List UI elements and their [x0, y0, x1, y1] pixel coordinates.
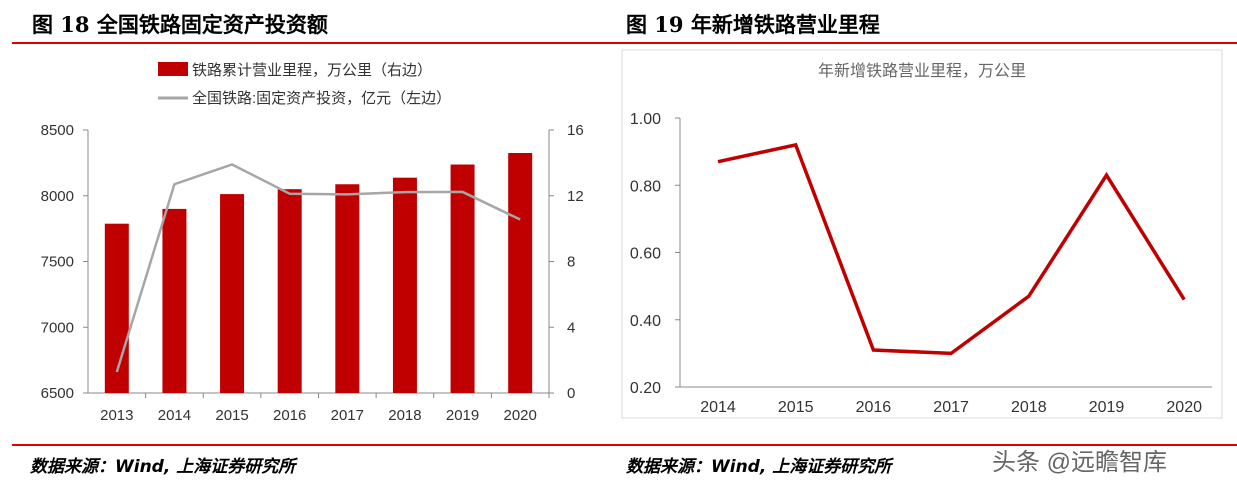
left-figure-title: 图 18 全国铁路固定资产投资额 [32, 12, 328, 37]
x-tick-label: 2013 [100, 407, 133, 424]
chart-new-mileage: 年新增铁路营业里程，万公里 0.20 0.40 0.60 0.80 1.00 2014 20… [621, 49, 1223, 419]
y-tick-label: 0.60 [630, 246, 661, 263]
x-tick-label: 2018 [1011, 399, 1047, 416]
right-figure-title: 图 19 年新增铁路营业里程 [626, 12, 880, 37]
y-tick-label: 0.40 [630, 313, 661, 330]
y-tick-label: 1.00 [630, 111, 661, 128]
right-tick-label: 12 [567, 188, 584, 205]
watermark: 头条 @远瞻智库 [992, 449, 1167, 476]
left-tick-label: 7000 [41, 319, 74, 336]
legend-bar-label: 铁路累计营业里程，万公里（右边） [192, 62, 432, 79]
right-tick-label: 4 [567, 319, 575, 336]
new-mileage-line [717, 142, 1186, 356]
x-tick-label: 2016 [273, 407, 306, 424]
x-tick-label: 2019 [1089, 399, 1125, 416]
x-tick-label: 2020 [504, 407, 537, 424]
bar-2015 [220, 194, 245, 393]
bar-2018 [392, 177, 417, 393]
x-tick-label: 2014 [158, 407, 191, 424]
right-tick-label: 0 [567, 385, 575, 402]
legend-line-label: 全国铁路:固定资产投资，亿元（左边） [192, 89, 451, 107]
x-tick-label: 2020 [1166, 399, 1202, 416]
left-source: 数据来源：Wind, 上海证券研究所 [30, 457, 298, 477]
right-tick-label: 16 [567, 122, 584, 139]
right-source: 数据来源：Wind, 上海证券研究所 [626, 457, 894, 477]
bar-2014 [162, 208, 187, 393]
bar-2013 [104, 223, 129, 393]
x-tick-label: 2016 [856, 399, 892, 416]
x-tick-label: 2014 [700, 399, 736, 416]
left-tick-label: 8000 [41, 188, 74, 205]
x-tick-label: 2017 [331, 407, 364, 424]
legend-bar-swatch [158, 62, 188, 76]
chart-investment: 铁路累计营业里程，万公里（右边） 全国铁路:固定资产投资，亿元（左边） 6500… [41, 62, 584, 424]
chart-frame [621, 49, 1223, 419]
y-tick-label: 0.80 [630, 178, 661, 195]
x-tick-label: 2019 [446, 407, 479, 424]
bar-2020 [508, 153, 533, 393]
left-tick-label: 8500 [41, 122, 74, 139]
bar-2017 [335, 184, 360, 393]
x-tick-label: 2018 [388, 407, 421, 424]
y-tick-label: 0.20 [630, 380, 661, 397]
right-tick-label: 8 [567, 254, 575, 271]
x-tick-label: 2015 [778, 399, 814, 416]
bar-2016 [277, 189, 302, 393]
chart-title: 年新增铁路营业里程，万公里 [818, 62, 1026, 80]
left-tick-label: 7500 [41, 254, 74, 271]
investment-line [115, 163, 521, 373]
left-tick-label: 6500 [41, 385, 74, 402]
x-tick-label: 2015 [215, 407, 248, 424]
bar-2019 [450, 164, 475, 393]
x-tick-label: 2017 [933, 399, 969, 416]
